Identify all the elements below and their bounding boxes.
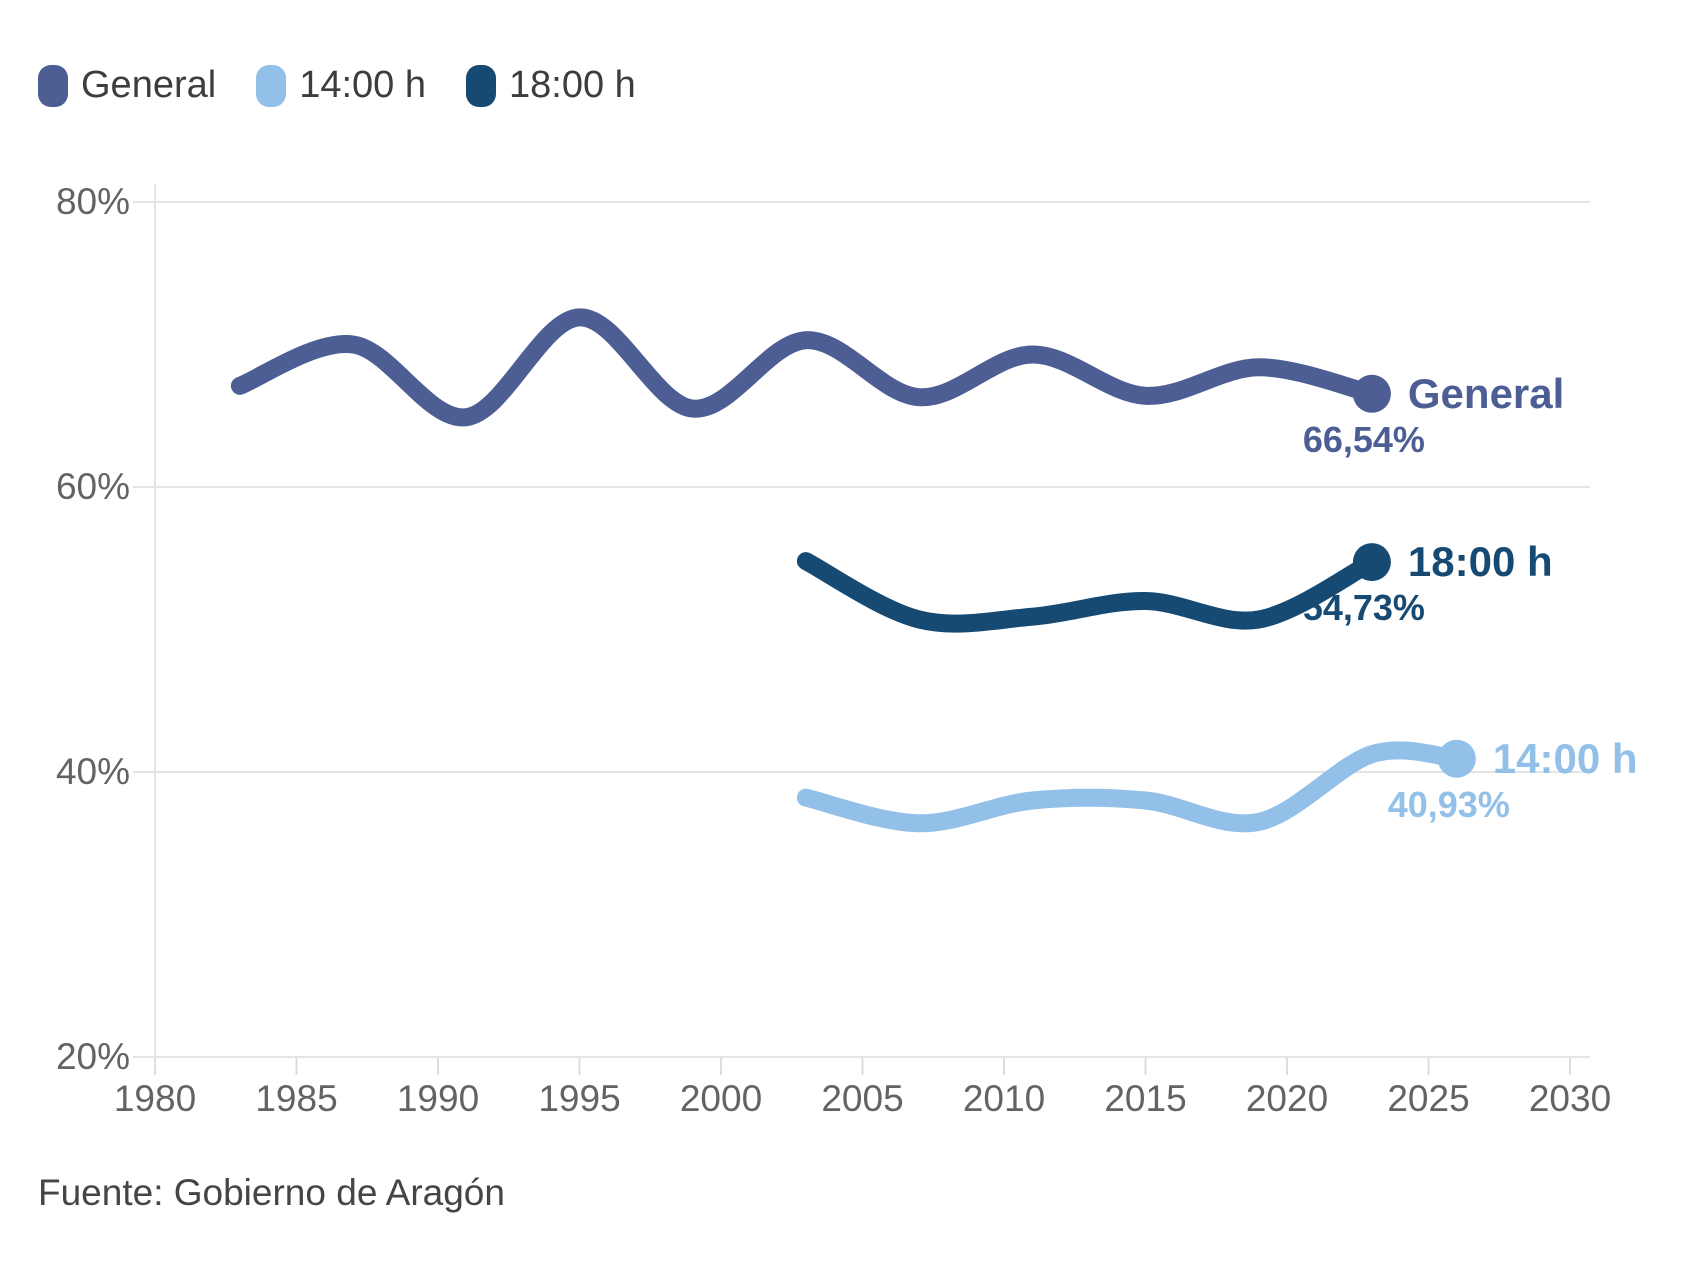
legend-label: 14:00 h (299, 64, 426, 106)
series-end-dot-1400h (1437, 739, 1476, 778)
legend: General 14:00 h 18:00 h (38, 64, 636, 107)
x-axis-tick-label: 1980 (113, 1078, 197, 1119)
legend-swatch-icon (256, 64, 287, 107)
y-axis-tick-label: 20% (55, 1035, 130, 1077)
series-line-1800h (796, 552, 1381, 633)
legend-item-1400h: 14:00 h (256, 64, 426, 107)
series-line-General (230, 308, 1381, 427)
legend-label: 18:00 h (509, 64, 636, 106)
x-axis-tick-label: 2000 (679, 1078, 763, 1119)
series-label-general: General (1407, 369, 1565, 417)
legend-label: General (81, 64, 217, 106)
series-line-1400h (796, 741, 1466, 833)
x-axis-tick-label: 2005 (821, 1078, 904, 1119)
y-axis-tick-label: 60% (55, 465, 130, 507)
legend-item-1800h: 18:00 h (466, 64, 636, 107)
series-value-1800h: 54,73% (1302, 587, 1425, 629)
series-end-dot-1800h (1352, 543, 1391, 582)
series-label-1800h: 18:00 h (1407, 538, 1553, 586)
y-axis-tick-label: 80% (55, 180, 130, 222)
x-axis-tick-label: 1990 (396, 1078, 480, 1119)
x-axis-tick-label: 2020 (1245, 1078, 1329, 1119)
x-axis-tick-label: 2030 (1528, 1078, 1612, 1119)
series-value-1400h: 40,93% (1387, 783, 1510, 825)
series-label-1400h: 14:00 h (1492, 734, 1638, 782)
legend-swatch-icon (38, 64, 68, 107)
x-axis-tick-label: 2025 (1387, 1078, 1470, 1119)
series-end-dot-General (1352, 374, 1391, 413)
series-value-general: 66,54% (1302, 418, 1425, 460)
x-axis-tick-label: 1985 (255, 1078, 338, 1119)
x-axis-tick-label: 1995 (538, 1078, 621, 1119)
y-axis-tick-label: 40% (55, 750, 130, 792)
legend-item-General: General (38, 64, 216, 107)
legend-swatch-icon (466, 64, 496, 107)
x-axis-tick-label: 2010 (962, 1078, 1046, 1119)
source-credit: Fuente: Gobierno de Aragón (38, 1172, 505, 1213)
x-axis-tick-label: 2015 (1104, 1078, 1187, 1119)
